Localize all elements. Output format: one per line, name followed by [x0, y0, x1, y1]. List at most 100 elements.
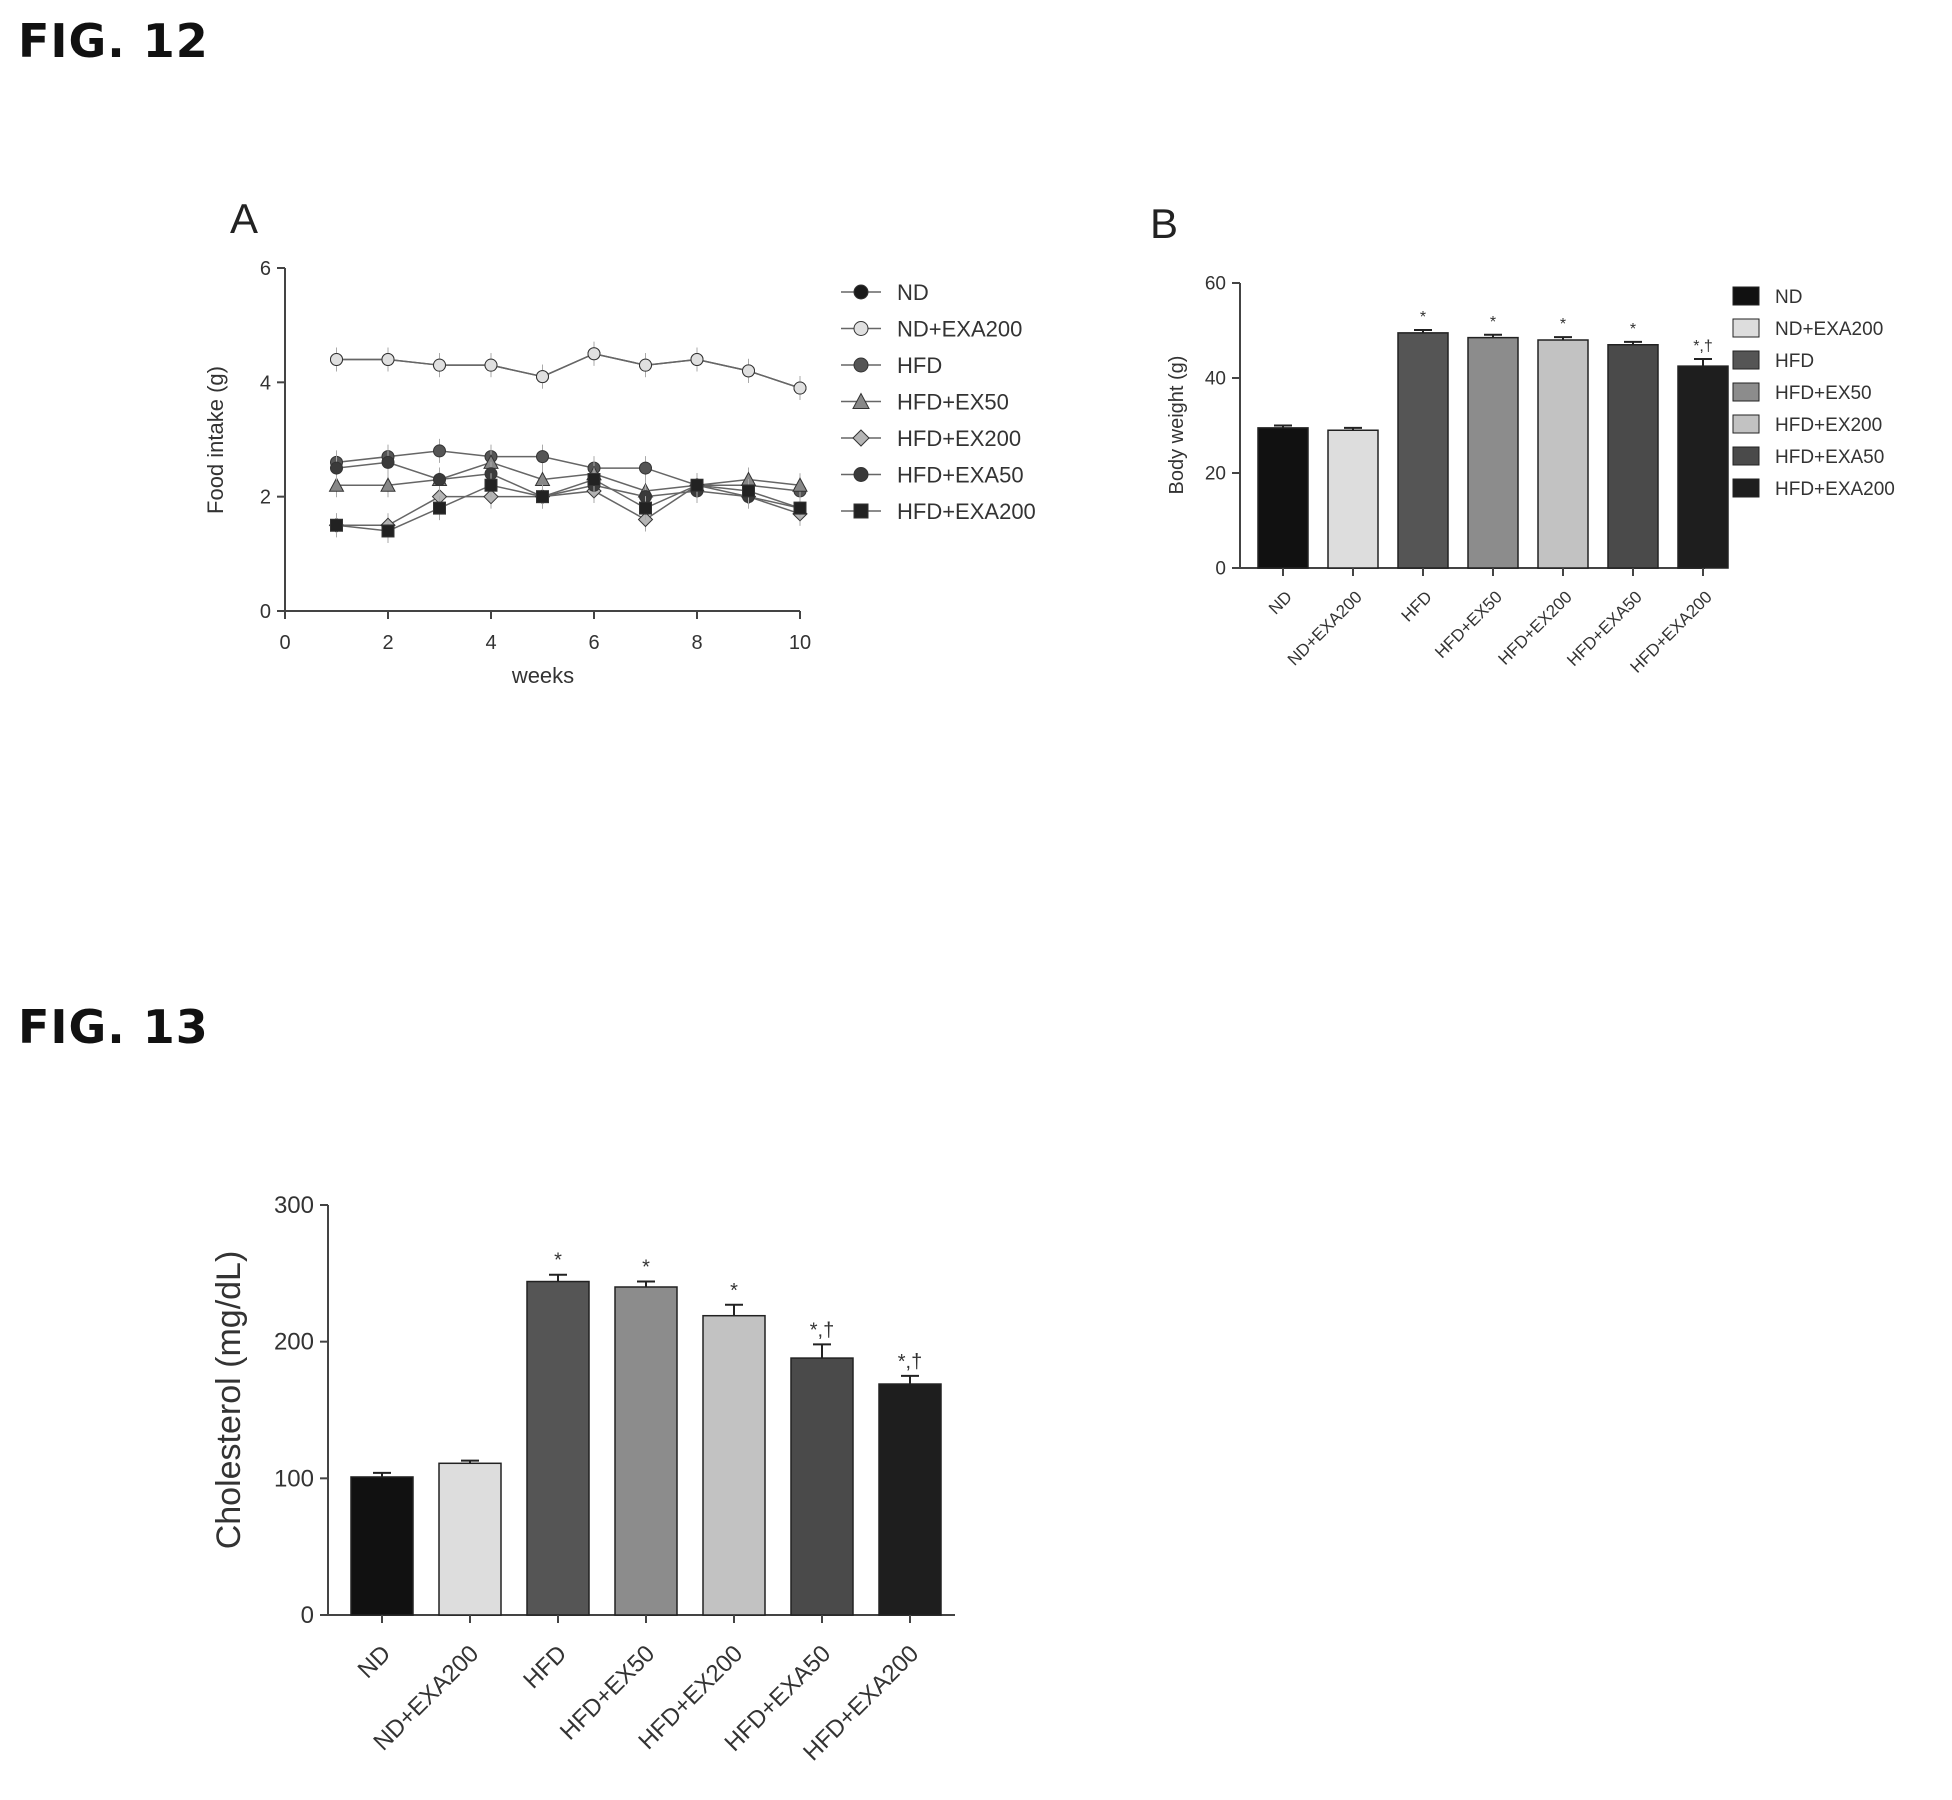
fig12b-legend-swatch: [1732, 478, 1760, 498]
fig13-significance-mark: *: [554, 1250, 562, 1272]
fig12a-point: [433, 473, 446, 487]
fig12a-point: [381, 524, 395, 538]
fig12b-bar: [1327, 429, 1379, 569]
fig12b-legend-swatch: [1732, 446, 1760, 466]
fig12a-legend-label: HFD+EXA50: [897, 463, 1024, 488]
fig12a-point: [381, 455, 395, 469]
fig12a-x-tick-label: 10: [789, 632, 811, 654]
fig12a-point: [330, 352, 343, 366]
fig12b-legend-label: HFD+EX200: [1775, 415, 1882, 436]
fig12a-y-tick-label: 0: [260, 601, 271, 623]
fig12a-point: [433, 501, 446, 515]
fig12a-point: [587, 347, 601, 361]
fig12a-point: [536, 490, 549, 504]
fig12b-legend-swatch: [1732, 414, 1760, 434]
fig12a-point: [330, 461, 343, 475]
fig12a-y-label: Food intake (g): [203, 366, 228, 514]
fig12a-legend-marker: [853, 357, 869, 373]
fig13-significance-mark: *,†: [898, 1351, 922, 1373]
fig13-y-label: Cholesterol (mg/dL): [210, 1251, 248, 1550]
fig12b-legend-swatch: [1732, 286, 1760, 306]
fig12a-x-tick-label: 0: [279, 632, 290, 654]
fig12a-point: [742, 484, 755, 498]
fig12b-legend-label: HFD: [1775, 351, 1814, 372]
fig12b-significance-mark: *,†: [1693, 338, 1713, 355]
fig12a-x-tick-label: 6: [588, 632, 599, 654]
fig12-panel-a-letter: A: [230, 195, 259, 242]
fig13-bar: [526, 1280, 590, 1616]
fig12b-legend-swatch: [1732, 350, 1760, 370]
fig13-y-tick-label: 200: [274, 1329, 314, 1356]
fig12b-significance-mark: *: [1490, 314, 1496, 331]
fig12b-category-label: ND+EXA200: [1284, 587, 1366, 669]
fig12a-legend-marker: [853, 284, 869, 300]
fig12-panel-b-letter: B: [1150, 200, 1179, 247]
fig12b-legend-label: ND: [1775, 287, 1802, 308]
fig12b-y-tick-label: 0: [1215, 558, 1226, 579]
fig12b-category-label: HFD+EX50: [1431, 587, 1506, 662]
fig13-bar: [614, 1286, 678, 1616]
fig12b-legend-label: HFD+EXA50: [1775, 447, 1884, 468]
fig12b-legend-swatch: [1732, 318, 1760, 338]
fig12a-point: [690, 478, 704, 492]
fig12a-legend-marker: [853, 321, 869, 336]
fig12a-x-label: weeks: [511, 663, 574, 688]
fig13-bar: [350, 1476, 414, 1616]
fig12a-point: [792, 477, 808, 492]
fig12a-point: [330, 518, 343, 532]
fig13-category-label: HFD: [518, 1640, 572, 1694]
fig13-bar: [438, 1462, 502, 1616]
fig13-bar: [878, 1383, 942, 1616]
fig12a-point: [742, 364, 755, 378]
fig12b-legend-label: HFD+EXA200: [1775, 479, 1895, 500]
fig12a-series-line: [336, 352, 801, 389]
fig12a-point: [690, 352, 704, 366]
fig13-y-tick-label: 300: [274, 1192, 314, 1219]
fig12a-point: [484, 478, 498, 492]
fig12a-point: [793, 381, 807, 395]
fig13-significance-mark: *,†: [810, 1319, 834, 1341]
fig12a-x-tick-label: 4: [485, 632, 496, 654]
fig12a-point: [639, 461, 652, 475]
fig12a-point: [536, 370, 549, 384]
fig12a-legend-label: HFD+EX200: [897, 426, 1021, 451]
fig12a-series-line: [336, 352, 801, 389]
fig12a-point: [433, 444, 446, 458]
fig12a-legend-label: HFD+EXA200: [897, 499, 1036, 524]
fig12a-legend-label: HFD+EX50: [897, 390, 1009, 415]
fig12a-y-tick-label: 2: [260, 487, 271, 509]
fig12a-point: [380, 477, 396, 492]
fig12b-y-tick-label: 40: [1205, 368, 1226, 389]
fig12b-significance-mark: *: [1420, 309, 1426, 326]
fig12a-point: [639, 358, 652, 372]
fig12b-significance-mark: *: [1560, 316, 1566, 333]
fig13-y-tick-label: 100: [274, 1465, 314, 1492]
fig12b-significance-mark: *: [1630, 321, 1636, 338]
fig12a-series-line: [336, 484, 801, 526]
fig12a-y-tick-label: 4: [260, 372, 271, 394]
fig12b-y-tick-label: 20: [1205, 463, 1226, 484]
fig12a-point: [536, 450, 549, 464]
fig12a-point: [381, 352, 395, 366]
fig12b-legend-label: HFD+EX50: [1775, 383, 1872, 404]
fig12b-legend: ND ND+EXA200 HFD HFD+EX50 HFD+EX200 HFD+EXA50…: [1732, 286, 1895, 500]
fig12a-legend-marker: [853, 503, 869, 519]
fig12a-legend-marker: [852, 392, 870, 409]
fig12a-legend-label: ND: [897, 280, 929, 305]
fig12a-point: [484, 358, 498, 372]
fig12a-point: [587, 473, 601, 487]
fig12a-x-tick-label: 2: [382, 632, 393, 654]
fig13-bar: [790, 1357, 854, 1616]
fig12b-bar: [1537, 339, 1589, 569]
fig12b-legend-label: ND+EXA200: [1775, 319, 1883, 340]
fig12a-x-tick-label: 8: [691, 632, 702, 654]
fig13-category-label: ND: [353, 1640, 397, 1684]
fig12b-category-label: HFD: [1398, 587, 1436, 625]
fig13-y-tick-label: 0: [301, 1602, 314, 1629]
fig12b-y-tick-label: 60: [1205, 273, 1226, 294]
fig12a-point: [639, 501, 652, 515]
fig13-title: FIG. 13: [18, 1000, 209, 1054]
fig12a-point: [433, 358, 446, 372]
